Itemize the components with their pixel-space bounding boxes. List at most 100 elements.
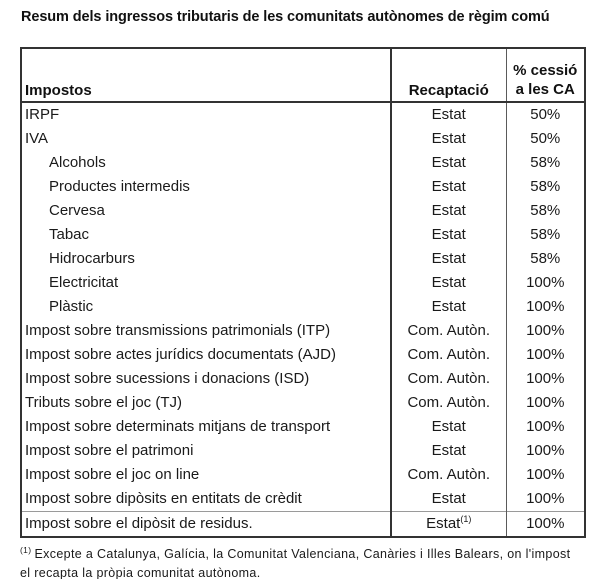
recaptacio-value: Estat xyxy=(431,274,466,291)
cessio-cell: 58% xyxy=(505,223,585,247)
table-row: Electricitat Estat 100% xyxy=(21,271,585,295)
cessio-cell: 100% xyxy=(505,439,585,463)
cessio-cell: 100% xyxy=(505,415,585,439)
table-row: Impost sobre el joc on line Com. Autòn. 10… xyxy=(21,463,585,487)
impost-name-cell: Impost sobre transmissions patrimonials … xyxy=(25,322,331,339)
header-cessio: % cessió a les CA xyxy=(505,48,585,103)
table-body: IRPF Estat 50% IVA Estat 50% Alcohols Estat 58% P… xyxy=(21,102,585,537)
recaptacio-value: Estat xyxy=(426,515,461,532)
recaptacio-value: Com. Autòn. xyxy=(407,322,491,339)
cessio-cell: 100% xyxy=(505,343,585,367)
table-row: Cervesa Estat 58% xyxy=(21,199,585,223)
impost-name-cell: Productes intermedis xyxy=(49,178,190,195)
impost-name-cell: Impost sobre el patrimoni xyxy=(25,442,194,459)
impost-name-cell: Impost sobre determinats mitjans de tran… xyxy=(25,418,331,435)
impost-name-cell: Electricitat xyxy=(49,274,119,291)
recaptacio-cell: Com. Autòn. xyxy=(390,391,506,415)
footnote-superscript: (1) xyxy=(20,544,32,555)
footnote-text: Excepte a Catalunya, Galícia, la Comunit… xyxy=(20,547,571,579)
impost-name-cell: Alcohols xyxy=(49,154,106,171)
cessio-cell: 100% xyxy=(505,295,585,319)
impost-name-cell: IRPF xyxy=(25,106,60,123)
table-row: Productes intermedis Estat 58% xyxy=(21,175,585,199)
recaptacio-cell: Com. Autòn. xyxy=(390,343,506,367)
impost-name-cell: Impost sobre actes jurídics documentats … xyxy=(25,346,336,363)
impost-name-cell: Tributs sobre el joc (TJ) xyxy=(25,394,182,411)
impost-name-cell: Impost sobre el dipòsit de residus. xyxy=(21,511,391,537)
recaptacio-value: Com. Autòn. xyxy=(407,466,491,483)
cessio-cell: 58% xyxy=(505,199,585,223)
recaptacio-cell: Estat xyxy=(390,151,506,175)
recaptacio-value: Estat xyxy=(431,490,466,507)
recaptacio-cell: Com. Autòn. xyxy=(390,319,506,343)
recaptacio-cell: Estat xyxy=(390,415,506,439)
impost-name-cell: IVA xyxy=(25,130,49,147)
header-cessio-line1: % cessió xyxy=(513,62,578,79)
recaptacio-cell: Estat xyxy=(390,127,506,151)
header-recaptacio: Recaptació xyxy=(390,48,506,103)
cessio-cell: 50% xyxy=(505,102,585,127)
table-row: Impost sobre transmissions patrimonials … xyxy=(21,319,585,343)
recaptacio-cell: Estat xyxy=(390,295,506,319)
recaptacio-value: Estat xyxy=(431,130,466,147)
cessio-cell: 58% xyxy=(505,151,585,175)
table-row: Plàstic Estat 100% xyxy=(21,295,585,319)
table-header: Impostos Recaptació % cessió a les CA xyxy=(21,48,585,103)
cessio-cell: 58% xyxy=(505,175,585,199)
impost-name-cell: Tabac xyxy=(49,226,90,243)
recaptacio-value: Estat xyxy=(431,298,466,315)
cessio-cell: 100% xyxy=(505,367,585,391)
table-row: Tabac Estat 58% xyxy=(21,223,585,247)
table-row: Tributs sobre el joc (TJ) Com. Autòn. 100% xyxy=(21,391,585,415)
header-row: Impostos Recaptació % cessió a les CA xyxy=(21,48,585,103)
recaptacio-cell: Estat xyxy=(390,223,506,247)
impost-name-cell: Impost sobre el joc on line xyxy=(25,466,200,483)
impost-name-cell: Impost sobre sucessions i donacions (ISD… xyxy=(25,370,310,387)
table-row: Impost sobre dipòsits en entitats de crè… xyxy=(21,487,585,512)
recaptacio-cell: Estat xyxy=(390,487,506,512)
recaptacio-cell: Estat xyxy=(390,199,506,223)
recaptacio-value: Estat xyxy=(431,178,466,195)
recaptacio-value: Estat xyxy=(431,226,466,243)
tax-table: Impostos Recaptació % cessió a les CA IR… xyxy=(20,47,586,538)
recaptacio-cell: Estat xyxy=(390,439,506,463)
header-impostos: Impostos xyxy=(21,48,391,103)
recaptacio-cell: Com. Autòn. xyxy=(390,367,506,391)
cessio-cell: 50% xyxy=(505,127,585,151)
table-row: IVA Estat 50% xyxy=(21,127,585,151)
cessio-cell: 100% xyxy=(505,463,585,487)
page-title: Resum dels ingressos tributaris de les c… xyxy=(21,9,550,25)
recaptacio-value: Estat xyxy=(431,154,466,171)
table-row: Impost sobre sucessions i donacions (ISD… xyxy=(21,367,585,391)
recaptacio-cell: Estat xyxy=(390,102,506,127)
cessio-cell: 100% xyxy=(505,391,585,415)
recaptacio-value: Estat xyxy=(431,202,466,219)
cessio-cell: 100% xyxy=(505,319,585,343)
recaptacio-superscript: (1) xyxy=(460,514,472,524)
cessio-cell: 100% xyxy=(505,511,585,537)
impost-name-cell: Plàstic xyxy=(49,298,94,315)
table-row: Impost sobre determinats mitjans de tran… xyxy=(21,415,585,439)
recaptacio-cell: Estat xyxy=(390,247,506,271)
recaptacio-value: Estat xyxy=(431,442,466,459)
impost-name-cell: Impost sobre dipòsits en entitats de crè… xyxy=(25,490,302,507)
recaptacio-value: Com. Autòn. xyxy=(407,394,491,411)
cessio-cell: 100% xyxy=(505,271,585,295)
table-row: Impost sobre el patrimoni Estat 100% xyxy=(21,439,585,463)
cessio-cell: 100% xyxy=(505,487,585,512)
table-row: Impost sobre el dipòsit de residus. Estat… xyxy=(21,511,585,537)
recaptacio-cell: Estat(1) xyxy=(390,511,506,537)
recaptacio-cell: Com. Autòn. xyxy=(390,463,506,487)
table-row: IRPF Estat 50% xyxy=(21,102,585,127)
footnote: (1) Excepte a Catalunya, Galícia, la Comu… xyxy=(20,545,578,579)
recaptacio-value: Com. Autòn. xyxy=(407,346,491,363)
recaptacio-cell: Estat xyxy=(390,271,506,295)
cessio-cell: 58% xyxy=(505,247,585,271)
header-cessio-line2: a les CA xyxy=(515,81,575,98)
recaptacio-value: Com. Autòn. xyxy=(407,370,491,387)
impost-name-cell: Hidrocarburs xyxy=(49,250,135,267)
recaptacio-value: Estat xyxy=(431,106,466,123)
recaptacio-value: Estat xyxy=(431,418,466,435)
table-row: Alcohols Estat 58% xyxy=(21,151,585,175)
